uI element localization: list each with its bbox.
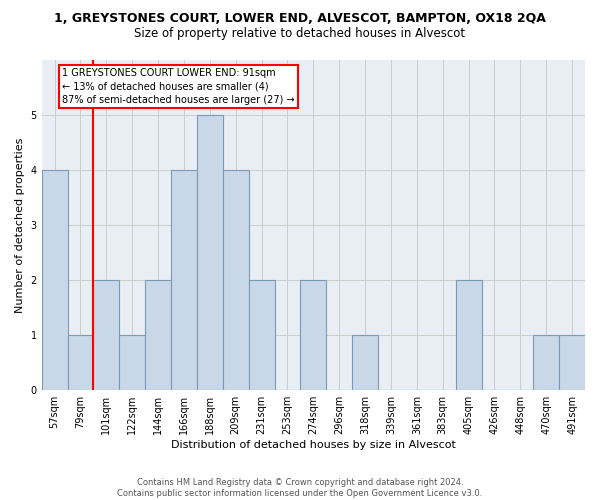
Text: Contains HM Land Registry data © Crown copyright and database right 2024.
Contai: Contains HM Land Registry data © Crown c…: [118, 478, 482, 498]
Bar: [223, 170, 248, 390]
Y-axis label: Number of detached properties: Number of detached properties: [15, 138, 25, 313]
Text: Size of property relative to detached houses in Alvescot: Size of property relative to detached ho…: [134, 28, 466, 40]
Bar: [301, 280, 326, 390]
Bar: [455, 280, 482, 390]
Bar: [197, 115, 223, 390]
Bar: [41, 170, 68, 390]
Text: 1 GREYSTONES COURT LOWER END: 91sqm
← 13% of detached houses are smaller (4)
87%: 1 GREYSTONES COURT LOWER END: 91sqm ← 13…: [62, 68, 295, 104]
Text: 1, GREYSTONES COURT, LOWER END, ALVESCOT, BAMPTON, OX18 2QA: 1, GREYSTONES COURT, LOWER END, ALVESCOT…: [54, 12, 546, 26]
Bar: [171, 170, 197, 390]
Bar: [533, 335, 559, 390]
Bar: [119, 335, 145, 390]
Bar: [94, 280, 119, 390]
Bar: [145, 280, 171, 390]
Bar: [68, 335, 94, 390]
Bar: [352, 335, 378, 390]
Bar: [248, 280, 275, 390]
Bar: [559, 335, 585, 390]
X-axis label: Distribution of detached houses by size in Alvescot: Distribution of detached houses by size …: [171, 440, 456, 450]
